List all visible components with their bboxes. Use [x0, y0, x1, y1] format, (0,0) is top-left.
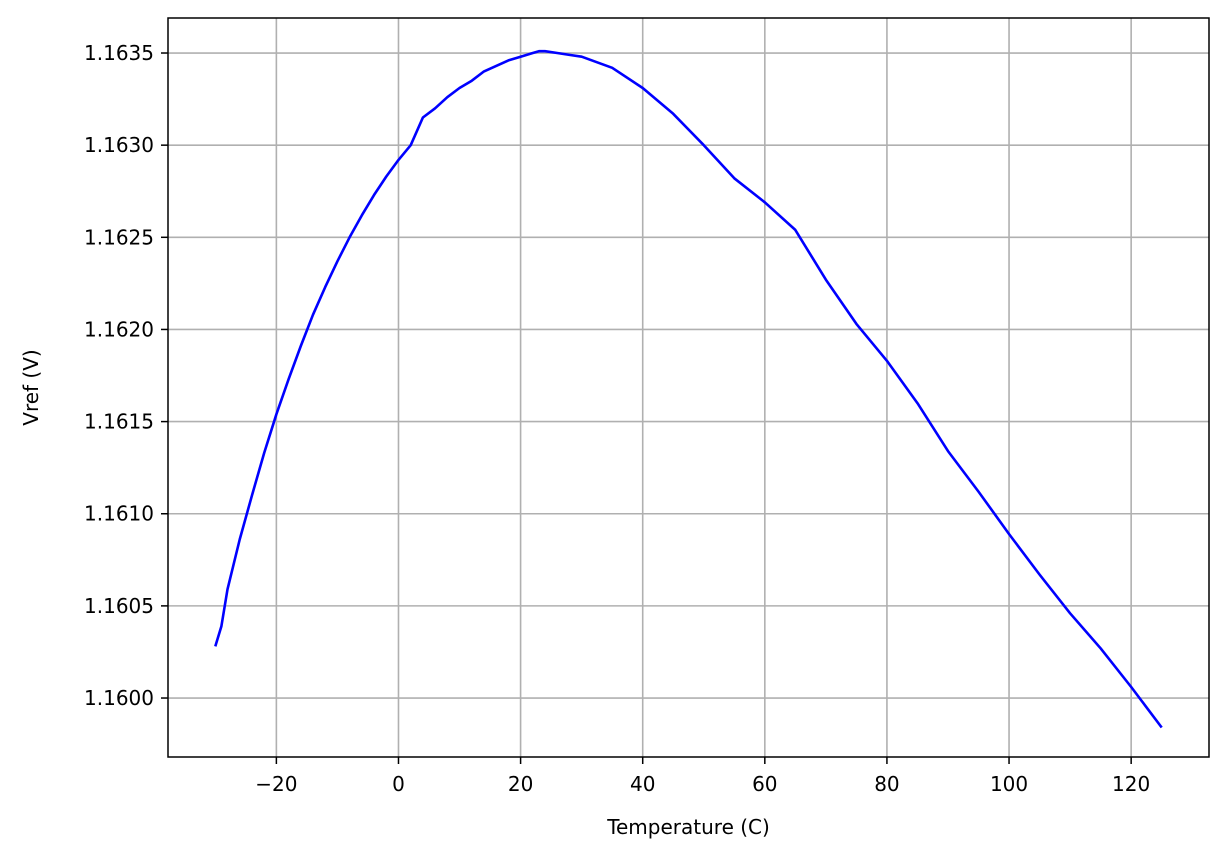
- y-tick-label: 1.1625: [84, 225, 154, 249]
- x-tick-label: 120: [1112, 772, 1150, 796]
- y-tick-label: 1.1620: [84, 317, 154, 341]
- series-layer: [214, 49, 1163, 729]
- x-tick-label: 0: [392, 772, 405, 796]
- x-tick-label: 100: [990, 772, 1028, 796]
- y-tick-label: 1.1605: [84, 594, 154, 618]
- y-tick-label: 1.1615: [84, 410, 154, 434]
- y-tick-label: 1.1610: [84, 502, 154, 526]
- grid-lines: [168, 18, 1209, 757]
- x-tick-label: 80: [874, 772, 899, 796]
- y-axis-label: Vref (V): [19, 349, 43, 425]
- y-tick-label: 1.1635: [84, 41, 154, 65]
- y-tick-label: 1.1600: [84, 686, 154, 710]
- y-tick-label: 1.1630: [84, 133, 154, 157]
- x-tick-label: 60: [752, 772, 777, 796]
- axis-ticks: −20 0 20 40 60 80 100 120 1.1600 1.1605 1.1610 1.16…: [84, 41, 1150, 796]
- x-axis-label: Temperature (C): [606, 815, 770, 839]
- x-tick-label: 20: [508, 772, 533, 796]
- x-tick-label: −20: [255, 772, 297, 796]
- plot-frame: [167, 17, 1210, 758]
- x-tick-label: 40: [630, 772, 655, 796]
- vref-series-line: [214, 49, 1163, 729]
